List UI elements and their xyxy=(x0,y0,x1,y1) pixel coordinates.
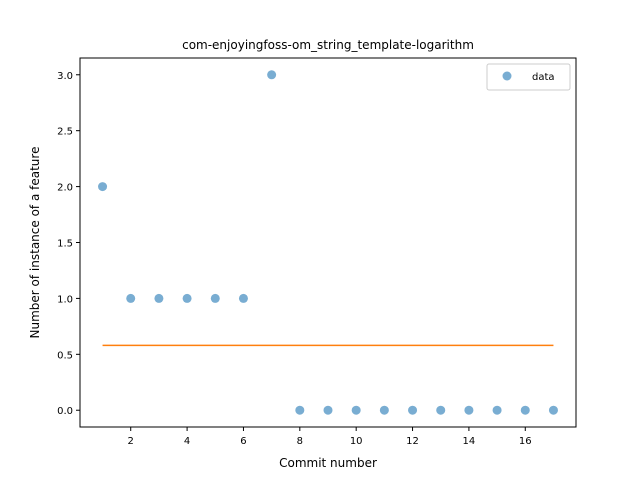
data-point xyxy=(379,405,389,415)
data-point xyxy=(98,182,108,192)
data-point xyxy=(126,293,136,303)
data-point xyxy=(520,405,530,415)
y-tick-label: 2.5 xyxy=(57,127,73,138)
data-point xyxy=(182,293,192,303)
data-point xyxy=(351,405,361,415)
y-tick-label: 1.5 xyxy=(57,239,73,250)
y-tick-label: 0.5 xyxy=(57,350,73,361)
legend-label: data xyxy=(532,72,555,83)
data-point xyxy=(210,293,220,303)
legend: data xyxy=(486,63,571,91)
data-point xyxy=(267,70,277,80)
legend-marker xyxy=(502,71,512,81)
axes-frame xyxy=(79,57,577,428)
data-point xyxy=(464,405,474,415)
y-tick-label: 3.0 xyxy=(57,71,73,82)
plot-area xyxy=(98,70,558,415)
data-point xyxy=(548,405,558,415)
x-tick-label: 8 xyxy=(297,436,303,447)
legend-box xyxy=(486,63,571,91)
x-axis-label: Commit number xyxy=(279,456,377,470)
data-point xyxy=(295,405,305,415)
data-point xyxy=(238,293,248,303)
x-tick-label: 2 xyxy=(128,436,134,447)
y-tick-label: 0.0 xyxy=(57,406,73,417)
x-tick-label: 6 xyxy=(240,436,246,447)
y-axis-label: Number of instance of a feature xyxy=(28,147,42,339)
x-axis-ticks: 2 4 6 8 10 12 14 16 xyxy=(128,427,532,447)
data-point xyxy=(323,405,333,415)
data-point xyxy=(492,405,502,415)
chart-title: com-enjoyingfoss-om_string_template-loga… xyxy=(182,38,474,52)
y-tick-label: 2.0 xyxy=(57,183,73,194)
data-point xyxy=(408,405,418,415)
y-tick-label: 1.0 xyxy=(57,294,73,305)
x-tick-label: 4 xyxy=(184,436,190,447)
y-axis-ticks: 0.0 0.5 1.0 1.5 2.0 2.5 3.0 xyxy=(57,71,80,417)
x-tick-label: 12 xyxy=(406,436,419,447)
data-point xyxy=(436,405,446,415)
x-tick-label: 10 xyxy=(350,436,363,447)
x-tick-label: 16 xyxy=(519,436,532,447)
x-tick-label: 14 xyxy=(463,436,476,447)
data-point xyxy=(154,293,164,303)
